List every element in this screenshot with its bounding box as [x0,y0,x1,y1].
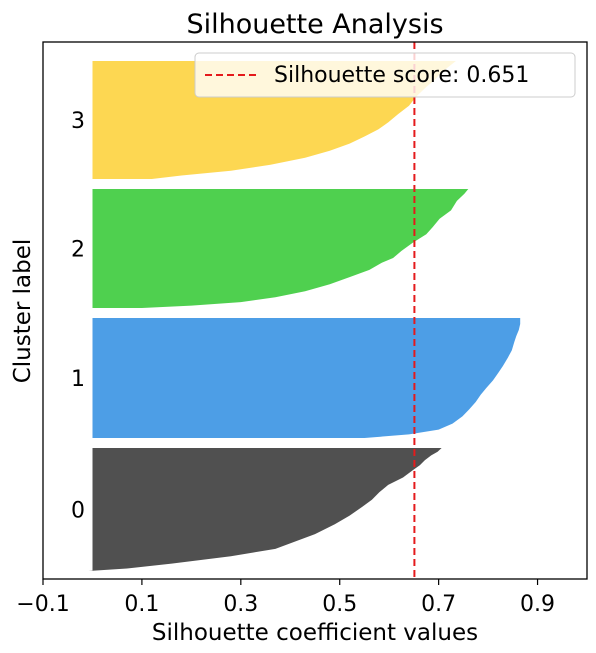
x-tick-label: 0.1 [124,592,159,617]
chart-title: Silhouette Analysis [186,9,443,40]
cluster-label-3: 3 [71,109,85,134]
legend: Silhouette score: 0.651 [194,52,576,98]
x-tick-label: 0.7 [421,592,456,617]
cluster-label-0: 0 [71,499,85,524]
cluster-tick-labels: 0 1 2 3 [71,109,85,524]
x-tick-label: 0.3 [223,592,258,617]
y-axis-label: Cluster label [10,239,36,384]
cluster-areas [88,61,521,571]
legend-box [194,52,576,98]
x-tick-label: 0.5 [322,592,357,617]
cluster-label-2: 2 [71,238,85,263]
cluster-0-silhouette-area [88,448,442,571]
x-tick-label: 0.9 [520,592,555,617]
x-axis-ticks: −0.1 0.1 0.3 0.5 0.7 0.9 [16,579,555,617]
x-tick-label: −0.1 [16,592,69,617]
cluster-2-silhouette-area [92,189,469,308]
x-axis-label: Silhouette coefficient values [152,620,478,646]
cluster-1-silhouette-area [92,318,521,438]
legend-label: Silhouette score: 0.651 [274,63,529,88]
plot-frame [42,41,588,580]
cluster-label-1: 1 [71,367,85,392]
